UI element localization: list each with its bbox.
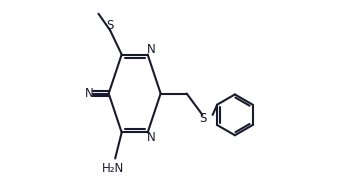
Text: N: N: [147, 43, 155, 56]
Text: N: N: [85, 87, 93, 100]
Text: N: N: [147, 131, 155, 144]
Text: S: S: [106, 19, 114, 32]
Text: S: S: [199, 112, 206, 125]
Text: H₂N: H₂N: [102, 162, 125, 175]
